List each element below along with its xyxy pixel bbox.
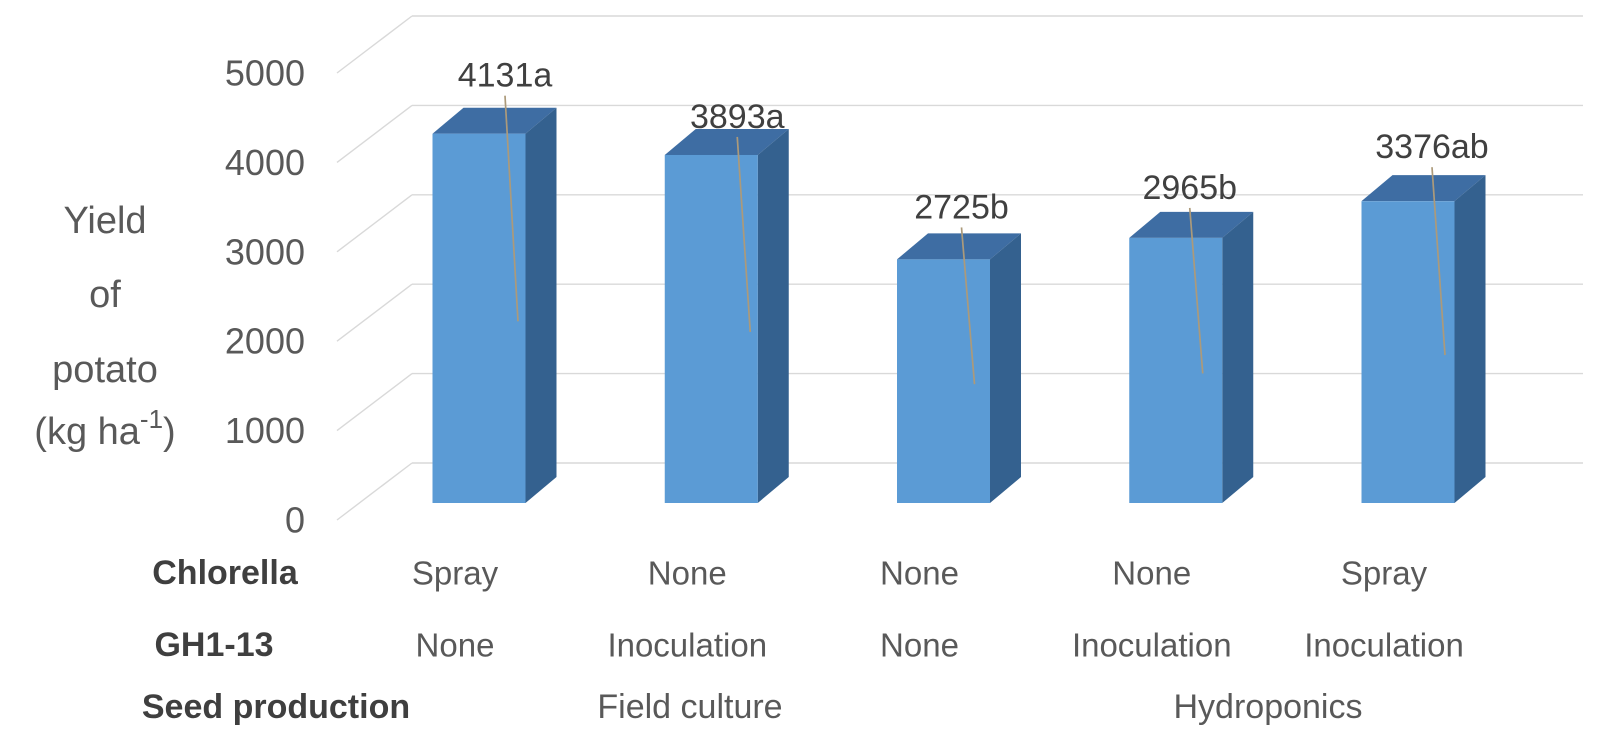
bar-3d (897, 233, 1021, 503)
category-axis: Spray None None None Spray None Inoculation Non… (412, 555, 1464, 727)
category-label: Inoculation (1072, 627, 1232, 664)
category-label: None (880, 627, 959, 664)
category-label: None (1112, 555, 1191, 592)
y-axis-title: Yield of potato (kg ha-1) (34, 200, 175, 453)
y-axis-unit-pre: (kg ha (34, 411, 140, 453)
y-axis-tick-label: 3000 (225, 231, 305, 272)
category-row-header: Chlorella (152, 554, 299, 592)
category-label: None (648, 555, 727, 592)
category-group-label: Field culture (597, 688, 782, 726)
category-label: None (416, 627, 495, 664)
bar-front-face (1129, 237, 1223, 503)
bar-front-face (664, 154, 758, 503)
bar-front-face (432, 133, 526, 503)
data-label-leader-line (504, 95, 519, 322)
category-row-header: Seed production (142, 688, 410, 726)
bar-side-face (1454, 175, 1486, 503)
category-row-headers: Chlorella GH1-13 Seed production (142, 554, 410, 726)
y-axis-title-line: of (89, 274, 121, 316)
y-axis-tick-label: 0 (285, 500, 305, 541)
y-axis-tick-label: 4000 (225, 142, 305, 183)
y-axis-tick-label: 5000 (225, 53, 305, 94)
gridline-depth-segment (336, 15, 413, 74)
bar-3d (1129, 211, 1254, 503)
category-label: Spray (1341, 555, 1428, 592)
category-row-header: GH1-13 (154, 626, 273, 664)
gridline-depth-segment (336, 283, 413, 342)
y-axis-unit-superscript: -1 (140, 404, 163, 434)
gridline-depth-segment (336, 373, 413, 432)
bar-front-face (897, 259, 990, 503)
bar-3d (664, 128, 789, 503)
data-label-leader-line (1188, 207, 1204, 374)
bar-top-face (897, 233, 1021, 260)
category-group-label: Hydroponics (1174, 688, 1363, 726)
gridline-depth-segment (336, 462, 413, 521)
data-label: 4131a (458, 57, 553, 95)
bar-3d (1361, 175, 1486, 503)
bar-top-face (1361, 175, 1486, 202)
category-label: Inoculation (607, 627, 767, 664)
bars (432, 107, 1486, 503)
bar-side-face (525, 107, 557, 503)
y-axis-title-line: potato (52, 349, 158, 391)
bar-front-face (1361, 201, 1455, 503)
data-label: 3376ab (1375, 128, 1488, 166)
category-label: Inoculation (1304, 627, 1464, 664)
bar-3d (432, 107, 557, 503)
y-axis-unit: (kg ha-1) (34, 404, 175, 453)
gridline-depth-segment (336, 194, 413, 253)
data-label-leader-line (736, 136, 752, 333)
gridline-depth-segment (336, 104, 413, 163)
data-label-leader-lines (504, 95, 1446, 385)
bar-side-face (1222, 211, 1254, 503)
data-label-leader-line (960, 227, 976, 385)
bar-top-face (664, 128, 789, 155)
category-label: Spray (412, 555, 499, 592)
y-axis-tick-label: 2000 (225, 321, 305, 362)
bar-side-face (757, 128, 789, 503)
y-axis-unit-post: ) (163, 411, 176, 453)
category-label: None (880, 555, 959, 592)
data-label: 3893a (690, 98, 785, 136)
y-axis-title-line: Yield (63, 200, 146, 242)
bar-side-face (990, 233, 1021, 503)
data-label: 2965b (1142, 169, 1237, 207)
y-axis-tick-label: 1000 (225, 410, 305, 451)
data-label-leader-line (1431, 167, 1446, 356)
data-label: 2725b (914, 188, 1009, 226)
bar-top-face (432, 107, 557, 134)
data-labels: 4131a 3893a 2725b 2965b 3376ab (458, 57, 1489, 227)
y-axis-tick-labels: 5000 4000 3000 2000 1000 0 (225, 53, 305, 541)
